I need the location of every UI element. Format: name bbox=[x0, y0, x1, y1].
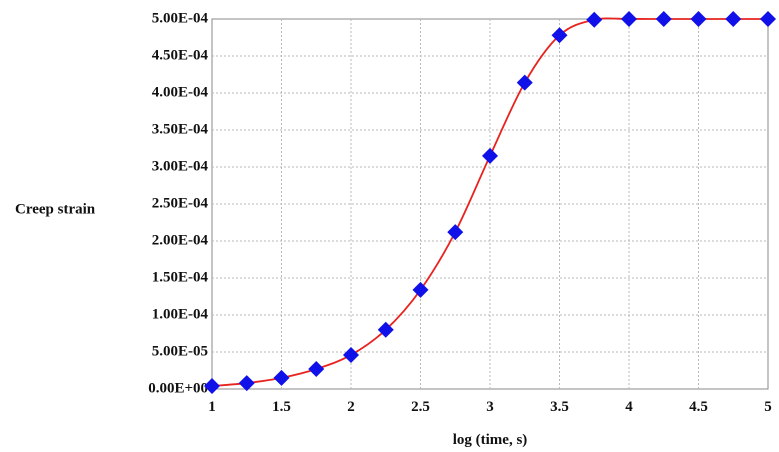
y-tick-label: 5.00E-04 bbox=[152, 10, 209, 26]
x-tick-label: 1.5 bbox=[272, 399, 291, 415]
y-tick-label: 3.00E-04 bbox=[152, 158, 209, 174]
x-tick-label: 4.5 bbox=[689, 399, 708, 415]
data-markers bbox=[204, 11, 776, 395]
data-point-marker bbox=[273, 369, 290, 386]
data-point-marker bbox=[238, 375, 255, 392]
data-point-marker bbox=[308, 361, 325, 378]
y-tick-label: 2.50E-04 bbox=[152, 195, 209, 211]
x-tick-label: 2 bbox=[347, 399, 355, 415]
data-point-marker bbox=[516, 74, 533, 91]
x-tick-label: 1 bbox=[208, 399, 216, 415]
y-tick-label: 4.00E-04 bbox=[152, 84, 209, 100]
data-point-marker bbox=[482, 147, 498, 164]
data-point-marker bbox=[586, 11, 603, 28]
x-tick-label: 4 bbox=[625, 399, 633, 415]
y-tick-label: 5.00E-05 bbox=[152, 343, 208, 359]
data-point-marker bbox=[412, 281, 429, 298]
x-tick-label: 5 bbox=[764, 399, 772, 415]
x-tick-label: 3.5 bbox=[550, 399, 569, 415]
x-axis-label: log (time, s) bbox=[453, 432, 528, 448]
x-tick-label: 2.5 bbox=[411, 399, 430, 415]
y-axis-label: Creep strain bbox=[15, 201, 96, 217]
data-point-marker bbox=[655, 11, 672, 27]
data-point-marker bbox=[343, 346, 359, 363]
y-tick-label: 4.50E-04 bbox=[152, 47, 209, 63]
data-point-marker bbox=[447, 224, 464, 241]
y-tick-label: 2.00E-04 bbox=[152, 232, 209, 248]
y-axis-ticks: 0.00E+00 5.00E-05 1.00E-04 1.50E-04 2.00E-04… bbox=[148, 10, 208, 396]
y-tick-label: 1.50E-04 bbox=[152, 269, 209, 285]
data-point-marker bbox=[690, 11, 707, 27]
y-tick-label: 1.00E-04 bbox=[152, 306, 209, 322]
data-point-marker bbox=[621, 11, 637, 27]
x-axis-ticks: 1 1.5 2 2.5 3 3.5 4 4.5 5 bbox=[208, 399, 772, 415]
data-point-marker bbox=[760, 11, 776, 27]
data-point-marker bbox=[725, 11, 742, 27]
x-tick-label: 3 bbox=[486, 399, 494, 415]
data-point-marker bbox=[377, 321, 394, 338]
y-tick-label: 3.50E-04 bbox=[152, 121, 209, 137]
grid-lines bbox=[212, 19, 768, 389]
data-point-marker bbox=[204, 378, 220, 395]
data-point-marker bbox=[551, 27, 568, 44]
y-tick-label: 0.00E+00 bbox=[148, 380, 208, 396]
